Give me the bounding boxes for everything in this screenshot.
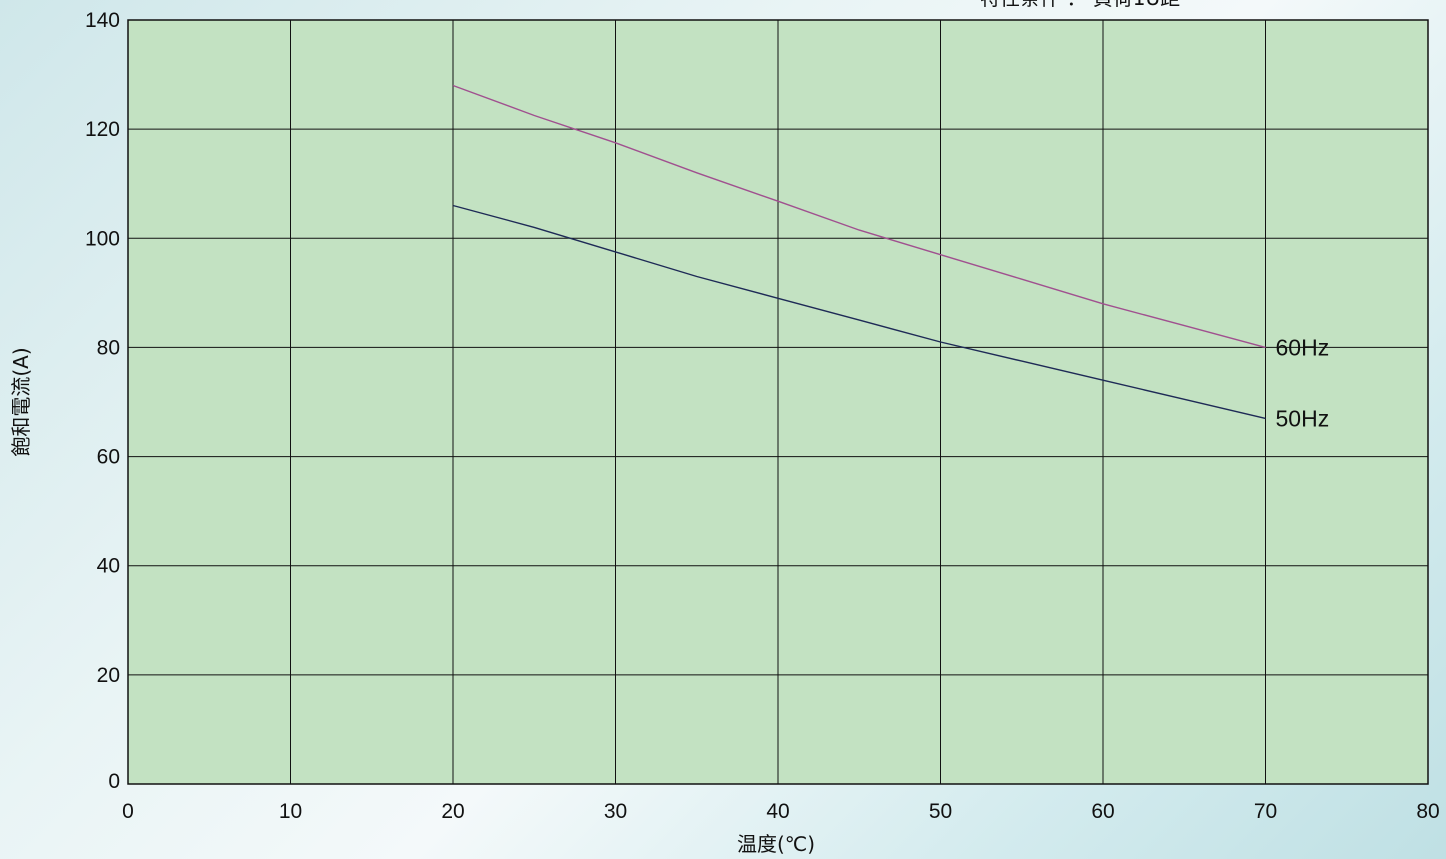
series-lines [452,84,1266,420]
tick-labels: 0 10 20 30 40 50 60 70 80 0 20 40 60 80 100 120 140 [85,9,1440,823]
series-line-60hz [452,84,1266,349]
y-tick-label: 100 [85,227,120,250]
y-tick-label: 60 [97,446,120,469]
y-tick-label: 20 [97,664,120,687]
x-tick-label: 70 [1254,800,1277,823]
series-label-50hz: 50Hz [1276,405,1330,431]
x-tick-label: 40 [766,800,789,823]
x-tick-label: 0 [122,800,134,823]
x-tick-label: 30 [604,800,627,823]
series-label-60hz: 60Hz [1276,334,1330,360]
y-tick-label: 40 [97,555,120,578]
y-tick-label: 140 [85,9,120,32]
y-tick-label: 80 [97,336,120,359]
x-tick-label: 50 [929,800,952,823]
y-tick-label: 0 [108,770,120,793]
condition-label: 特性条件 ： 負荷1U距 [980,0,1180,10]
series-labels: 60Hz 50Hz [1276,334,1330,431]
series-line-50hz [452,204,1266,420]
x-axis-title: 温度(℃) [737,832,815,856]
x-tick-label: 20 [441,800,464,823]
x-tick-label: 10 [279,800,302,823]
y-tick-label: 120 [85,118,120,141]
y-axis-title: 飽和電流(A) [9,347,33,456]
x-tick-label: 60 [1091,800,1114,823]
x-tick-label: 80 [1416,800,1439,823]
grid [128,20,1428,784]
